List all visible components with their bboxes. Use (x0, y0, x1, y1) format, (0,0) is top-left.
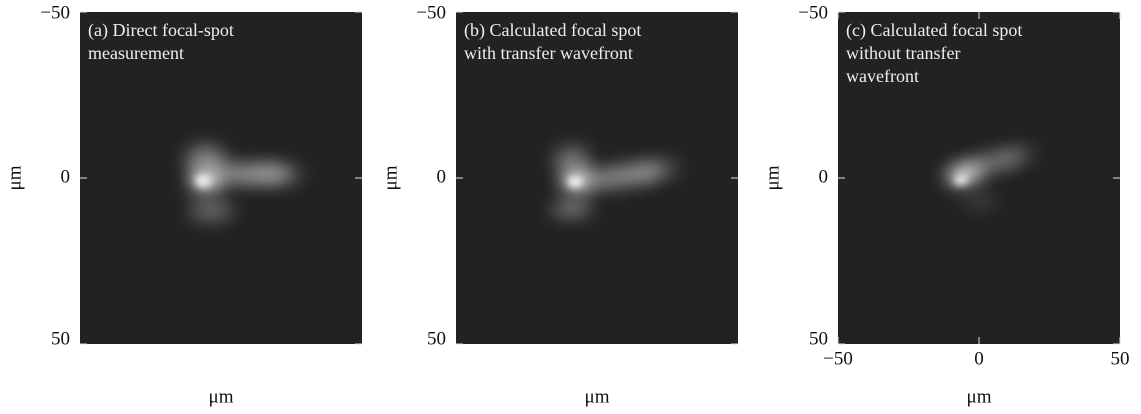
y-axis-label: μm (380, 165, 401, 190)
focal-spot (259, 166, 303, 182)
annotation: (b) Calculated focal spot (464, 20, 641, 41)
y-tick-label: 0 (437, 166, 447, 187)
focal-spot (189, 200, 233, 220)
y-tick-label: 50 (51, 328, 70, 349)
annotation: wavefront (846, 66, 919, 86)
x-axis-label: μm (209, 386, 234, 407)
annotation: (a) Direct focal-spot (88, 20, 234, 41)
x-axis-label: μm (585, 386, 610, 407)
focal-spot (1001, 148, 1037, 164)
y-tick-label: 0 (61, 166, 71, 187)
panel: −50 0 50 μm μm (a) Direct focal-spotmeasureme… (4, 2, 362, 407)
panel: −50 0 50 μm μm (b) Calculated focal spotwith … (380, 2, 738, 407)
y-tick-label: 50 (809, 328, 828, 349)
annotation: without transfer (846, 43, 960, 63)
image-area (838, 12, 1120, 344)
y-tick-label: −50 (798, 2, 828, 23)
y-tick-label: −50 (416, 2, 446, 23)
x-tick-label: 0 (974, 348, 984, 369)
x-tick-label: −50 (823, 348, 853, 369)
annotation: measurement (88, 43, 184, 63)
y-tick-label: −50 (40, 2, 70, 23)
y-tick-label: 50 (427, 328, 446, 349)
annotation: (c) Calculated focal spot (846, 20, 1022, 41)
x-tick-label: 50 (1111, 348, 1130, 369)
annotation: with transfer wavefront (464, 43, 633, 63)
y-axis-label: μm (762, 165, 783, 190)
focal-spot (554, 148, 590, 172)
focal-spot (186, 146, 226, 174)
focal-spot (954, 175, 968, 185)
focal-spot (635, 161, 679, 179)
focal-spot (552, 199, 592, 217)
x-axis-label: μm (967, 386, 992, 407)
y-axis-label: μm (4, 165, 25, 190)
focal-spot (568, 177, 582, 187)
y-tick-label: 0 (819, 166, 829, 187)
focal-spot (963, 194, 995, 206)
focal-spot (196, 176, 210, 186)
